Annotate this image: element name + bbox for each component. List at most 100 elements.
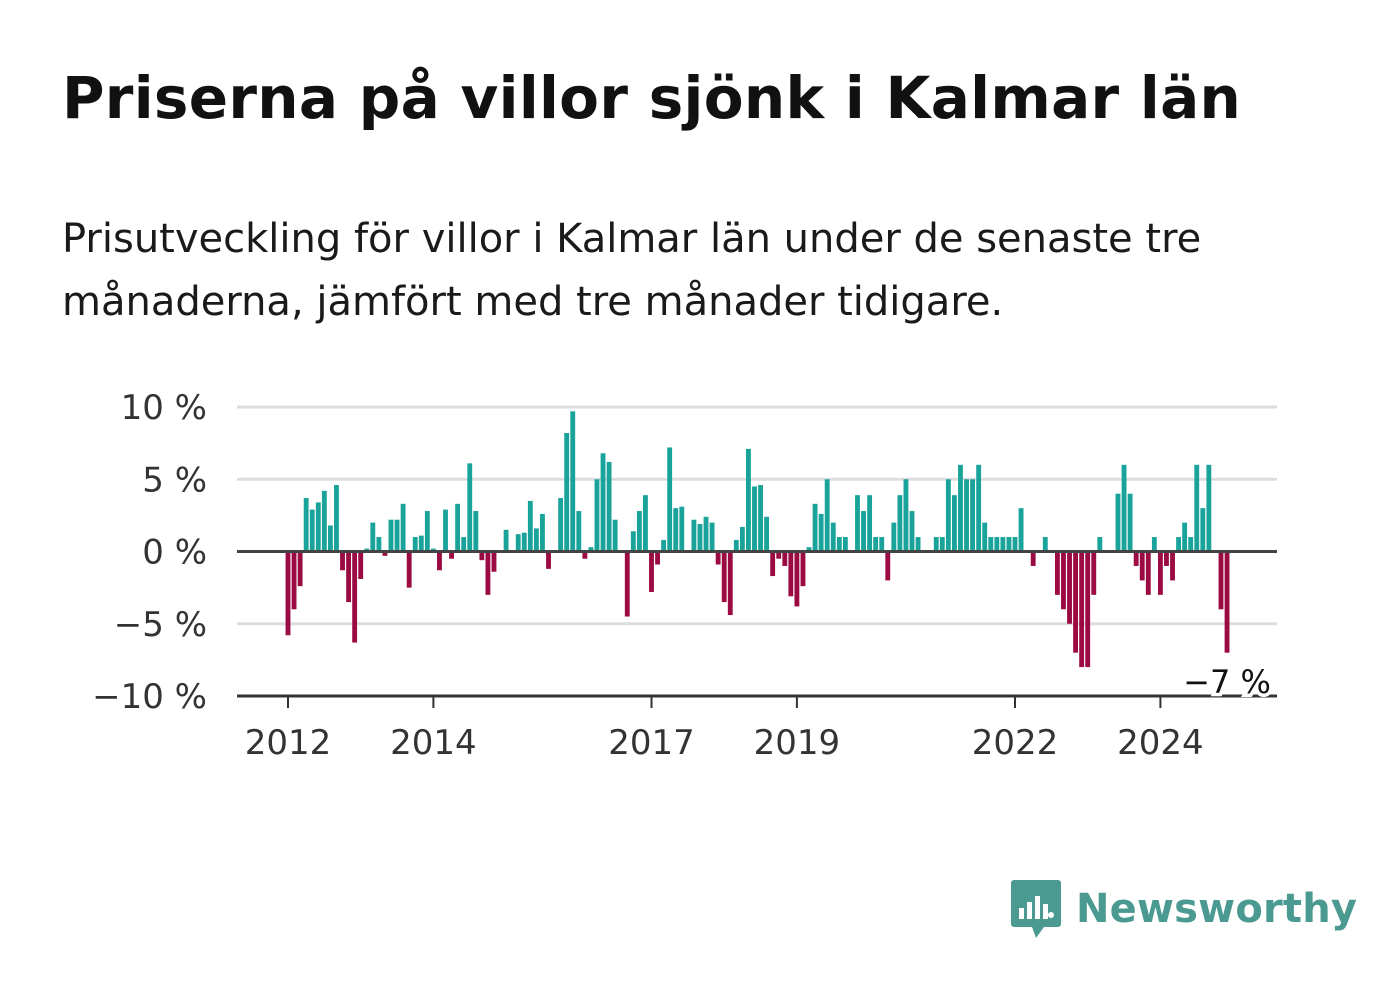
bar xyxy=(1182,522,1188,552)
bar xyxy=(830,522,836,552)
bar xyxy=(303,498,309,552)
bar xyxy=(703,516,709,552)
last-value-label: −7 % xyxy=(1183,663,1271,701)
bar xyxy=(1073,551,1079,653)
bar xyxy=(424,511,430,552)
bar xyxy=(503,529,509,552)
bar xyxy=(879,537,885,552)
bar xyxy=(558,498,564,552)
bar xyxy=(291,551,297,610)
bar xyxy=(1170,551,1175,581)
bar xyxy=(570,411,576,552)
bar xyxy=(394,519,400,552)
grid-lines xyxy=(237,405,1277,626)
bar xyxy=(770,551,776,577)
bar xyxy=(746,448,751,552)
bar xyxy=(885,551,891,581)
x-axis-labels: 2012 2014 2017 2019 2022 2024 xyxy=(245,696,1204,763)
bar xyxy=(1164,551,1169,566)
newsworthy-logo-icon xyxy=(1011,880,1061,938)
chart-subtitle: Prisutveckling för villor i Kalmar län u… xyxy=(62,216,1202,325)
bar xyxy=(806,547,812,552)
bar xyxy=(867,495,873,552)
bar xyxy=(1176,537,1182,552)
bar xyxy=(897,495,903,552)
bar xyxy=(1097,537,1103,552)
bar xyxy=(982,522,988,552)
bar xyxy=(467,463,473,552)
bar xyxy=(624,551,630,617)
bar xyxy=(903,479,909,552)
bar xyxy=(855,495,860,552)
x-tick-label: 2014 xyxy=(390,723,477,763)
bar xyxy=(576,511,582,552)
bar xyxy=(715,551,721,565)
bar xyxy=(521,532,527,552)
bar xyxy=(958,464,963,552)
bar xyxy=(340,551,345,571)
bar xyxy=(818,513,824,552)
bar xyxy=(443,509,448,552)
y-tick-label: 5 % xyxy=(142,460,207,500)
bar xyxy=(321,490,327,552)
bar xyxy=(939,537,945,552)
annotations: −7 % xyxy=(1180,660,1275,705)
bar xyxy=(945,479,951,552)
bar xyxy=(776,551,782,559)
axes xyxy=(237,550,1277,698)
bar xyxy=(988,537,994,552)
bar xyxy=(1018,508,1024,552)
bar xyxy=(473,511,479,552)
bar xyxy=(1206,464,1212,552)
bar xyxy=(1218,551,1224,610)
bar xyxy=(782,551,788,566)
bar xyxy=(994,537,1000,552)
bar xyxy=(733,539,739,552)
bar xyxy=(636,511,642,552)
bar xyxy=(933,537,939,552)
bar xyxy=(1042,537,1048,552)
bar xyxy=(909,511,915,552)
bar xyxy=(406,551,412,588)
bar xyxy=(594,479,600,552)
y-tick-label: −10 % xyxy=(92,677,207,717)
bar xyxy=(600,453,606,552)
bar xyxy=(1157,551,1163,595)
bars xyxy=(285,411,1230,668)
y-tick-label: −5 % xyxy=(114,605,207,645)
bar xyxy=(891,522,897,552)
bar xyxy=(491,551,497,572)
bar xyxy=(873,537,879,552)
bar xyxy=(794,551,800,607)
bar xyxy=(455,503,461,552)
bar xyxy=(655,551,660,565)
bar xyxy=(1000,537,1006,552)
bar xyxy=(437,551,442,571)
bar xyxy=(297,551,303,587)
bar xyxy=(346,551,352,603)
bar xyxy=(1194,464,1200,552)
bar xyxy=(1006,537,1012,552)
bar xyxy=(697,524,703,552)
bar xyxy=(1085,551,1091,668)
bar xyxy=(588,547,594,552)
bar xyxy=(649,551,654,592)
bar xyxy=(842,537,848,552)
bar xyxy=(661,539,667,552)
bar xyxy=(758,485,763,552)
bar xyxy=(1151,537,1157,552)
bar xyxy=(1121,464,1127,552)
bar xyxy=(334,485,339,552)
bar xyxy=(370,522,376,552)
bar xyxy=(612,519,618,552)
y-axis-labels: 10 % 5 % 0 % −5 % −10 % xyxy=(92,388,207,717)
bar xyxy=(1188,537,1194,552)
bar xyxy=(1224,551,1230,653)
bar xyxy=(315,502,321,552)
bar xyxy=(1200,508,1206,552)
bar xyxy=(1067,551,1072,624)
bar xyxy=(630,531,636,552)
bar xyxy=(309,509,315,552)
bar xyxy=(1127,493,1133,552)
